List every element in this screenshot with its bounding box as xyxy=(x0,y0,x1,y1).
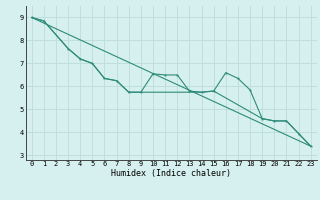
X-axis label: Humidex (Indice chaleur): Humidex (Indice chaleur) xyxy=(111,169,231,178)
